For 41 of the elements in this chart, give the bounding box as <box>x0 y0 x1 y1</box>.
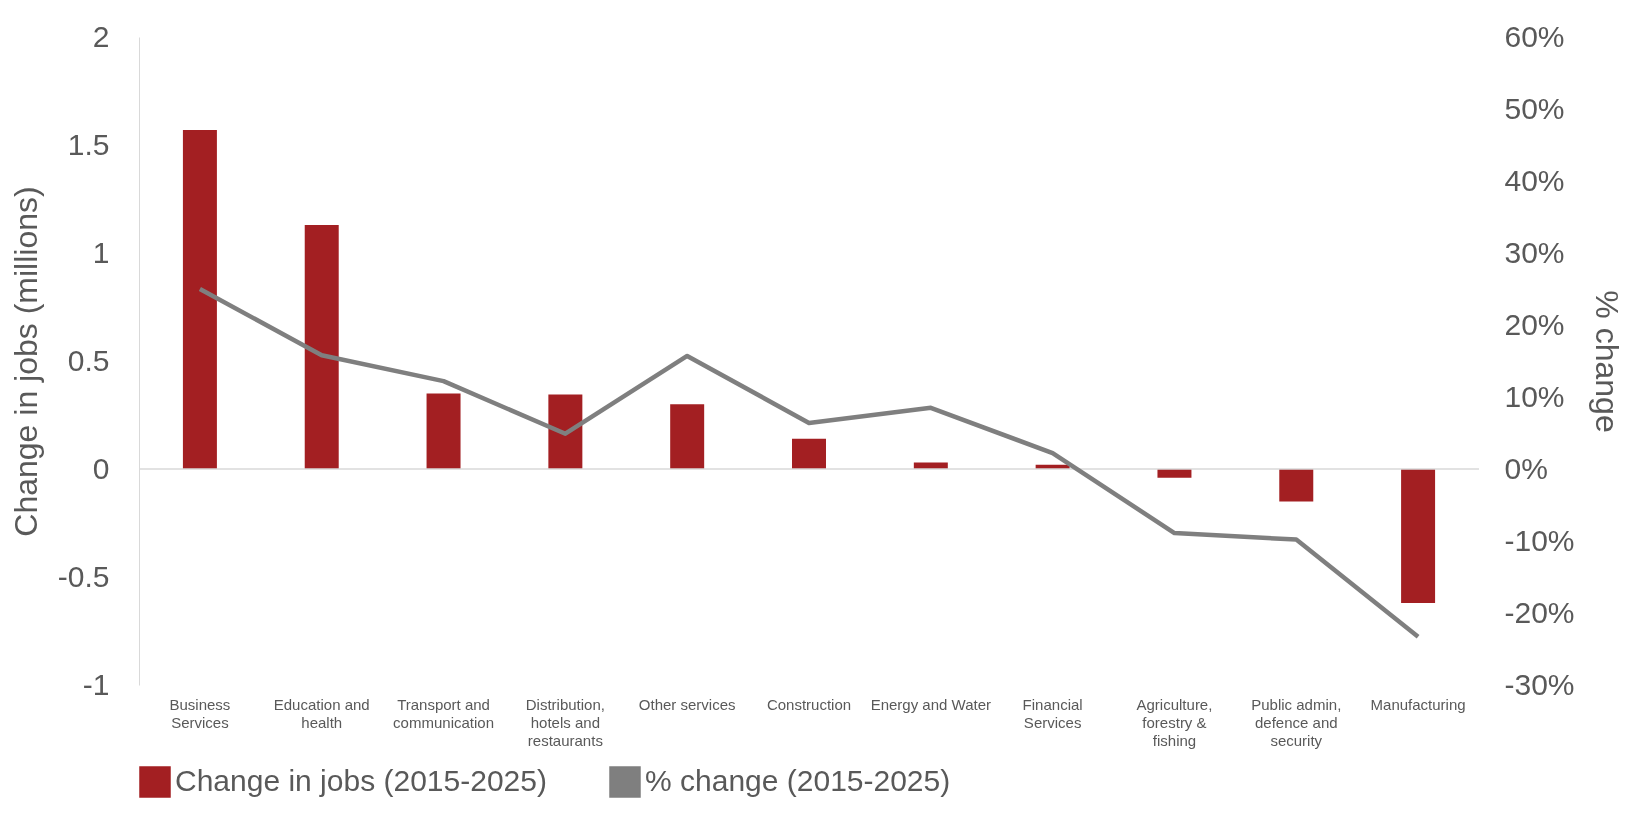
y2-axis-title: % change <box>1588 290 1625 433</box>
bar <box>426 393 461 469</box>
bar <box>304 224 339 469</box>
y2-tick-label: 40% <box>1504 163 1565 197</box>
x-tick-label: Business Services <box>169 695 231 731</box>
x-tick-label: Agriculture, forestry & fishing <box>1136 695 1213 749</box>
y-tick-label: -0.5 <box>57 559 110 593</box>
y2-tick-label: 60% <box>1504 19 1565 53</box>
x-tick-label: Other services <box>638 695 736 713</box>
x-tick-label: Distribution, hotels and restaurants <box>525 695 605 749</box>
y-tick-label: -1 <box>82 667 110 701</box>
y2-tick-label: -30% <box>1504 667 1575 701</box>
y-axis-title: Change in jobs (millions) <box>7 186 44 537</box>
y2-tick-label: -20% <box>1504 595 1575 629</box>
y-tick-label: 1 <box>92 235 110 269</box>
bar <box>182 129 217 469</box>
y2-tick-label: 30% <box>1504 235 1565 269</box>
legend-label: Change in jobs (2015-2025) <box>175 764 547 797</box>
bar <box>670 404 705 469</box>
y2-tick-label: 20% <box>1504 307 1565 341</box>
y-tick-label: 0.5 <box>67 343 110 377</box>
y2-tick-label: 50% <box>1504 91 1565 125</box>
y2-tick-label: 10% <box>1504 379 1565 413</box>
bar <box>1401 469 1436 603</box>
x-tick-label: Manufacturing <box>1370 695 1466 713</box>
legend-label: % change (2015-2025) <box>645 764 951 797</box>
y-tick-label: 0 <box>92 451 110 485</box>
y-tick-label: 2 <box>92 19 110 53</box>
x-tick-label: Energy and Water <box>870 695 991 713</box>
x-tick-label: Transport and communication <box>393 695 494 731</box>
y2-tick-label: -10% <box>1504 523 1575 557</box>
x-tick-label: Financial Services <box>1022 695 1083 731</box>
bar <box>548 394 583 469</box>
y-tick-label: 1.5 <box>67 127 110 161</box>
line-series <box>197 286 1421 640</box>
y2-tick-label: 0% <box>1504 451 1548 485</box>
x-tick-label: Public admin, defence and security <box>1251 695 1342 749</box>
x-tick-label: Education and health <box>273 695 370 731</box>
bar <box>792 438 826 469</box>
bar <box>1279 469 1314 502</box>
x-tick-label: Construction <box>766 695 852 713</box>
